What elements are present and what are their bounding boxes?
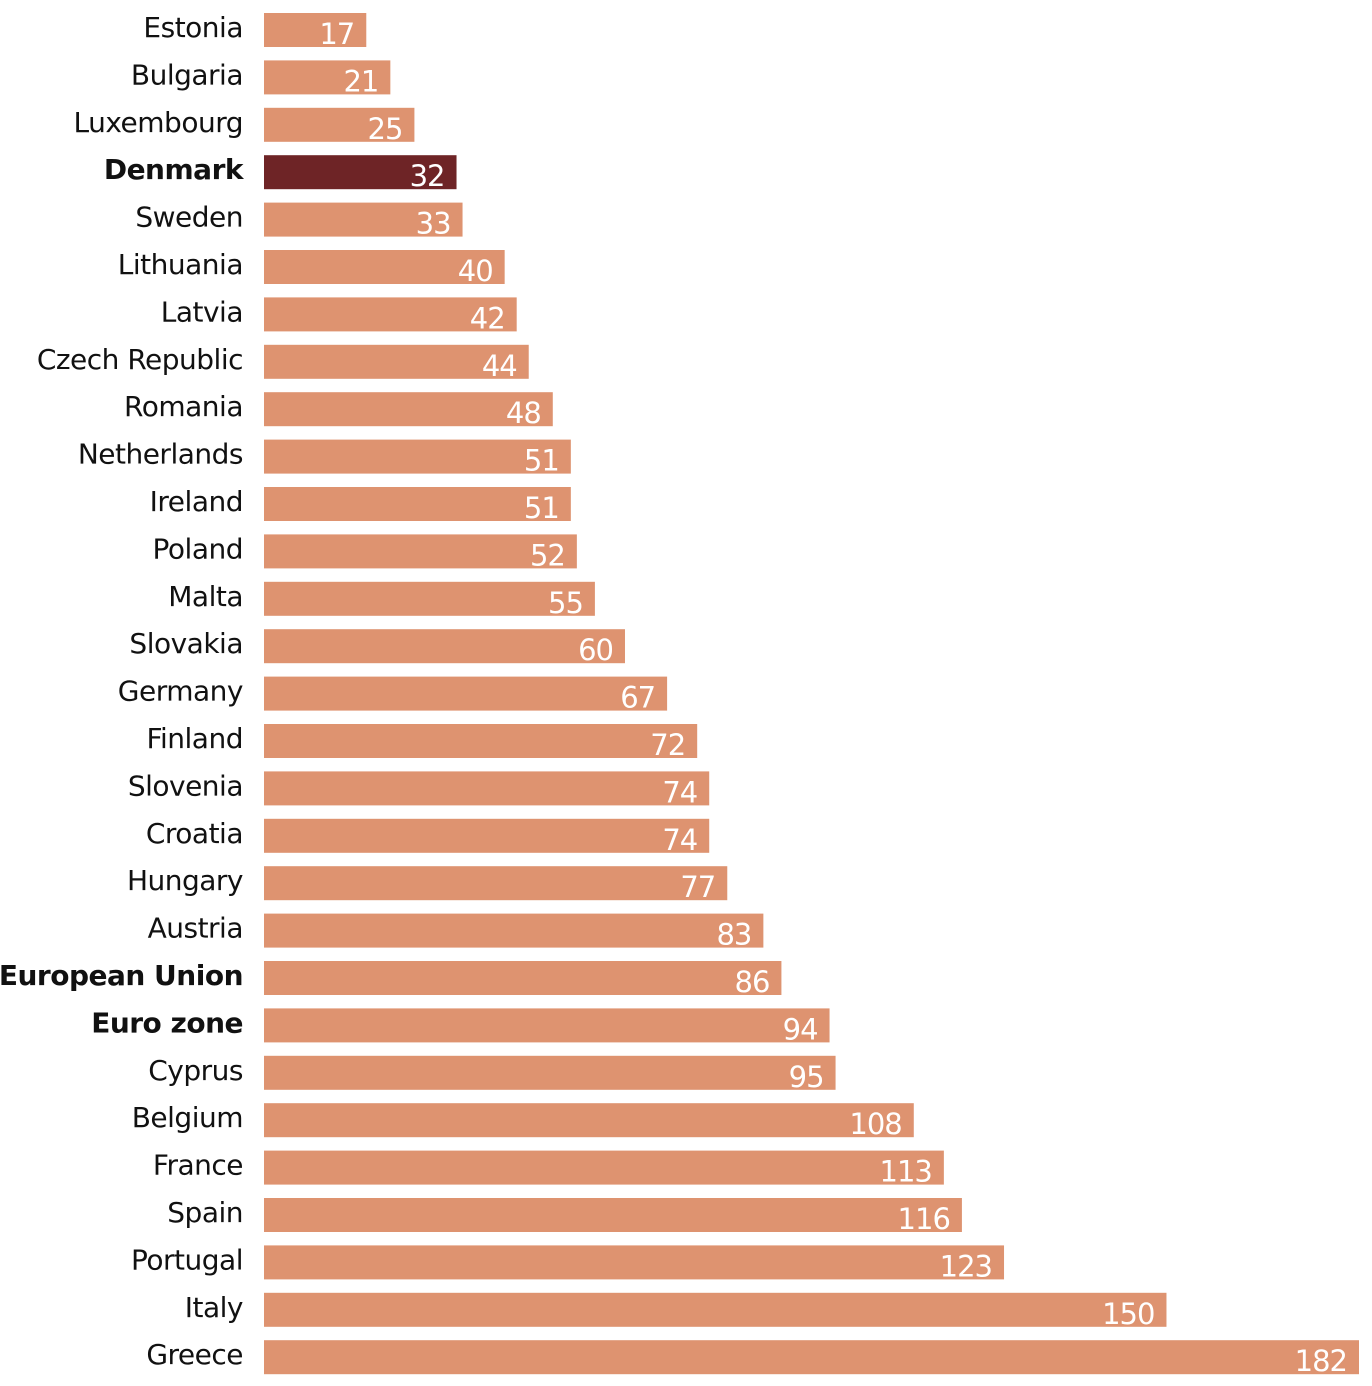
category-label: Cyprus xyxy=(148,1054,243,1087)
category-label: Euro zone xyxy=(91,1006,243,1039)
value-label: 113 xyxy=(880,1155,932,1189)
value-label: 40 xyxy=(458,254,493,288)
bar-lithuania xyxy=(264,250,505,284)
category-label: France xyxy=(153,1149,243,1182)
value-label: 21 xyxy=(343,64,378,98)
bar-germany xyxy=(264,676,668,711)
category-label: Netherlands xyxy=(78,438,243,471)
category-label: Romania xyxy=(124,390,243,423)
value-label: 67 xyxy=(620,681,655,715)
category-label: Germany xyxy=(118,675,243,708)
value-label: 55 xyxy=(548,586,583,620)
value-label: 123 xyxy=(940,1249,992,1283)
value-label: 83 xyxy=(716,918,751,952)
value-label: 182 xyxy=(1295,1344,1347,1378)
category-label: Luxembourg xyxy=(73,106,243,139)
value-label: 74 xyxy=(662,823,697,857)
bar-austria xyxy=(264,913,764,948)
category-label: Ireland xyxy=(150,485,243,518)
value-label: 51 xyxy=(524,491,559,525)
category-label: Bulgaria xyxy=(131,58,243,91)
category-label: Lithuania xyxy=(118,248,243,281)
category-label: Hungary xyxy=(127,864,243,897)
bar-european-union xyxy=(264,961,782,995)
value-label: 32 xyxy=(410,159,445,193)
category-label: Belgium xyxy=(132,1101,243,1134)
value-label: 33 xyxy=(416,207,451,241)
bar-croatia xyxy=(264,818,710,853)
category-label: Slovenia xyxy=(128,769,243,802)
category-label: Portugal xyxy=(131,1243,243,1276)
value-label: 150 xyxy=(1102,1297,1154,1331)
value-label: 94 xyxy=(783,1012,818,1046)
bar-luxembourg xyxy=(264,107,415,142)
bar-ireland xyxy=(264,487,571,521)
bar-denmark xyxy=(264,155,457,190)
bar-spain xyxy=(264,1198,962,1232)
value-label: 72 xyxy=(650,728,685,762)
category-label: Estonia xyxy=(143,11,243,44)
value-label: 108 xyxy=(849,1107,901,1141)
bar-netherlands xyxy=(264,439,571,474)
bar-greece xyxy=(264,1340,1359,1375)
category-label: Latvia xyxy=(161,295,243,328)
category-label: Sweden xyxy=(135,201,243,234)
category-label: Greece xyxy=(146,1338,243,1371)
bar-estonia xyxy=(264,13,367,47)
value-label: 86 xyxy=(735,965,770,999)
category-label: Denmark xyxy=(104,153,245,186)
category-label: Malta xyxy=(168,580,243,613)
category-label: Italy xyxy=(185,1291,243,1324)
category-label: Croatia xyxy=(146,817,243,850)
bar-poland xyxy=(264,534,577,569)
category-label: Czech Republic xyxy=(37,343,243,376)
bar-romania xyxy=(264,392,553,427)
bar-euro-zone xyxy=(264,1008,830,1043)
value-label: 44 xyxy=(482,349,517,383)
value-label: 51 xyxy=(524,444,559,478)
bar-latvia xyxy=(264,297,517,332)
value-label: 116 xyxy=(898,1202,950,1236)
bar-italy xyxy=(264,1292,1167,1327)
value-label: 60 xyxy=(578,633,613,667)
bar-sweden xyxy=(264,202,463,237)
value-label: 77 xyxy=(680,870,715,904)
value-label: 17 xyxy=(319,17,354,51)
bar-belgium xyxy=(264,1103,914,1138)
category-label: Slovakia xyxy=(129,627,243,660)
bar-hungary xyxy=(264,866,728,901)
category-label: European Union xyxy=(0,959,243,992)
category-label: Spain xyxy=(167,1196,243,1229)
bar-cyprus xyxy=(264,1055,836,1090)
value-label: 42 xyxy=(470,301,505,335)
value-label: 74 xyxy=(662,775,697,809)
bar-slovenia xyxy=(264,771,710,806)
value-label: 25 xyxy=(368,112,403,146)
bar-czech-republic xyxy=(264,344,529,379)
value-label: 52 xyxy=(530,538,565,572)
category-label: Finland xyxy=(146,722,243,755)
bar-bulgaria xyxy=(264,60,391,95)
category-label: Poland xyxy=(153,532,243,565)
bar-portugal xyxy=(264,1245,1005,1280)
bar-france xyxy=(264,1150,944,1185)
value-label: 48 xyxy=(506,396,541,430)
category-label: Austria xyxy=(148,912,243,945)
bar-malta xyxy=(264,581,595,616)
bar-slovakia xyxy=(264,629,625,664)
bar-finland xyxy=(264,724,698,758)
value-label: 95 xyxy=(789,1060,824,1094)
